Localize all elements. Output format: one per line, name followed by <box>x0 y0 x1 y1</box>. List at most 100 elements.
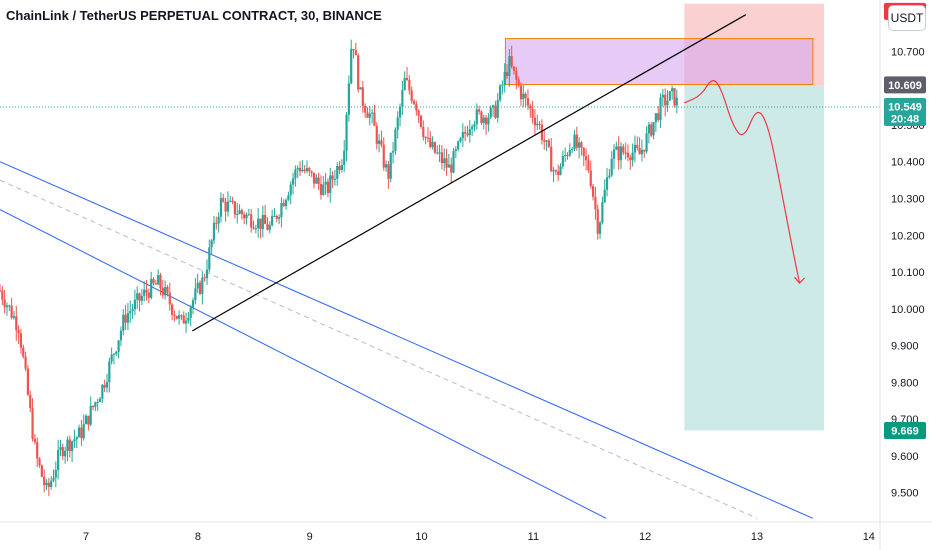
candle-body <box>536 123 539 126</box>
candle-body <box>643 149 646 152</box>
candle-body <box>554 170 557 172</box>
candle-body <box>375 125 378 144</box>
candle-body <box>66 439 69 451</box>
candle-body <box>110 354 113 362</box>
candle-body <box>291 178 295 185</box>
candle-body <box>240 210 243 215</box>
price-badge <box>884 421 926 439</box>
candle-body <box>147 292 150 298</box>
candle-body <box>33 438 36 442</box>
candle-body <box>50 480 53 487</box>
candle-body <box>484 117 488 125</box>
candle-body <box>59 447 62 451</box>
candle-body <box>380 140 383 145</box>
candle-body <box>373 112 376 126</box>
candle-body <box>61 447 64 457</box>
candle-body <box>166 287 169 293</box>
candle-body <box>368 113 371 118</box>
candle-body <box>187 317 190 321</box>
candle-body <box>531 108 534 118</box>
candle-body <box>426 137 430 139</box>
candle-body <box>22 347 25 357</box>
candle-body <box>164 287 167 296</box>
trendline <box>192 14 747 332</box>
candle-body <box>571 149 574 151</box>
candle-body <box>480 111 483 123</box>
candle-body <box>540 124 544 141</box>
candle-body <box>598 222 602 234</box>
candle-body <box>273 215 276 217</box>
candle-body <box>617 146 620 161</box>
candle-body <box>266 223 269 230</box>
candle-body <box>354 50 357 56</box>
candle-body <box>478 109 481 112</box>
candle-body <box>317 177 320 184</box>
candle-body <box>238 210 241 214</box>
candle-body <box>605 177 609 190</box>
candle-body <box>345 114 348 151</box>
candle-body <box>303 169 306 172</box>
candle-body <box>526 98 530 106</box>
candle-body <box>575 134 578 148</box>
candle-body <box>226 201 230 212</box>
candle-body <box>461 132 464 139</box>
candle-body <box>515 70 518 80</box>
candle-body <box>57 450 60 470</box>
candle-body <box>578 142 581 148</box>
candle-body <box>324 181 327 185</box>
candle-body <box>80 427 83 439</box>
candle-body <box>422 126 425 137</box>
candle-body <box>559 166 562 175</box>
candle-body <box>224 201 227 212</box>
candle-body <box>594 196 597 210</box>
candle-body <box>501 84 504 86</box>
candle-body <box>101 384 104 399</box>
y-tick-label: 9.800 <box>891 377 919 389</box>
candle-body <box>229 200 232 202</box>
candles <box>0 39 678 497</box>
candle-body <box>366 112 369 118</box>
candle-body <box>331 175 334 180</box>
candle-body <box>173 314 176 316</box>
candle-body <box>129 311 132 314</box>
candle-body <box>82 423 85 439</box>
candle-body <box>196 282 199 289</box>
candle-body <box>45 482 48 486</box>
candle-body <box>543 140 546 142</box>
candle-body <box>396 117 399 130</box>
candle-body <box>315 177 318 184</box>
x-tick-label: 14 <box>863 531 875 543</box>
candle-body <box>301 169 304 172</box>
candle-body <box>389 152 392 179</box>
candle-body <box>219 198 223 217</box>
candle-body <box>112 353 116 355</box>
candle-body <box>168 292 171 305</box>
candle-body <box>587 160 590 171</box>
candle-body <box>191 300 195 308</box>
candle-body <box>243 214 246 219</box>
candle-body <box>54 469 57 478</box>
currency-button[interactable]: USDT <box>888 5 926 31</box>
candle-body <box>429 138 432 147</box>
candle-body <box>487 117 490 125</box>
candle-body <box>596 209 599 234</box>
candle-body <box>8 305 11 307</box>
price-badge-label: 10.609 <box>888 80 922 92</box>
candle-body <box>654 113 657 123</box>
candle-body <box>582 147 585 157</box>
candle-body <box>361 87 364 107</box>
candle-body <box>201 277 204 294</box>
candle-body <box>622 146 625 153</box>
candle-body <box>436 152 439 154</box>
candle-body <box>277 217 281 219</box>
candle-body <box>96 402 99 404</box>
price-badge-label: 10.549 <box>888 101 922 113</box>
candle-body <box>136 293 139 300</box>
candle-body <box>122 314 125 331</box>
candle-body <box>522 93 525 100</box>
candle-body <box>564 154 567 156</box>
candle-body <box>159 275 162 289</box>
candle-body <box>391 151 395 153</box>
candle-body <box>212 222 216 241</box>
